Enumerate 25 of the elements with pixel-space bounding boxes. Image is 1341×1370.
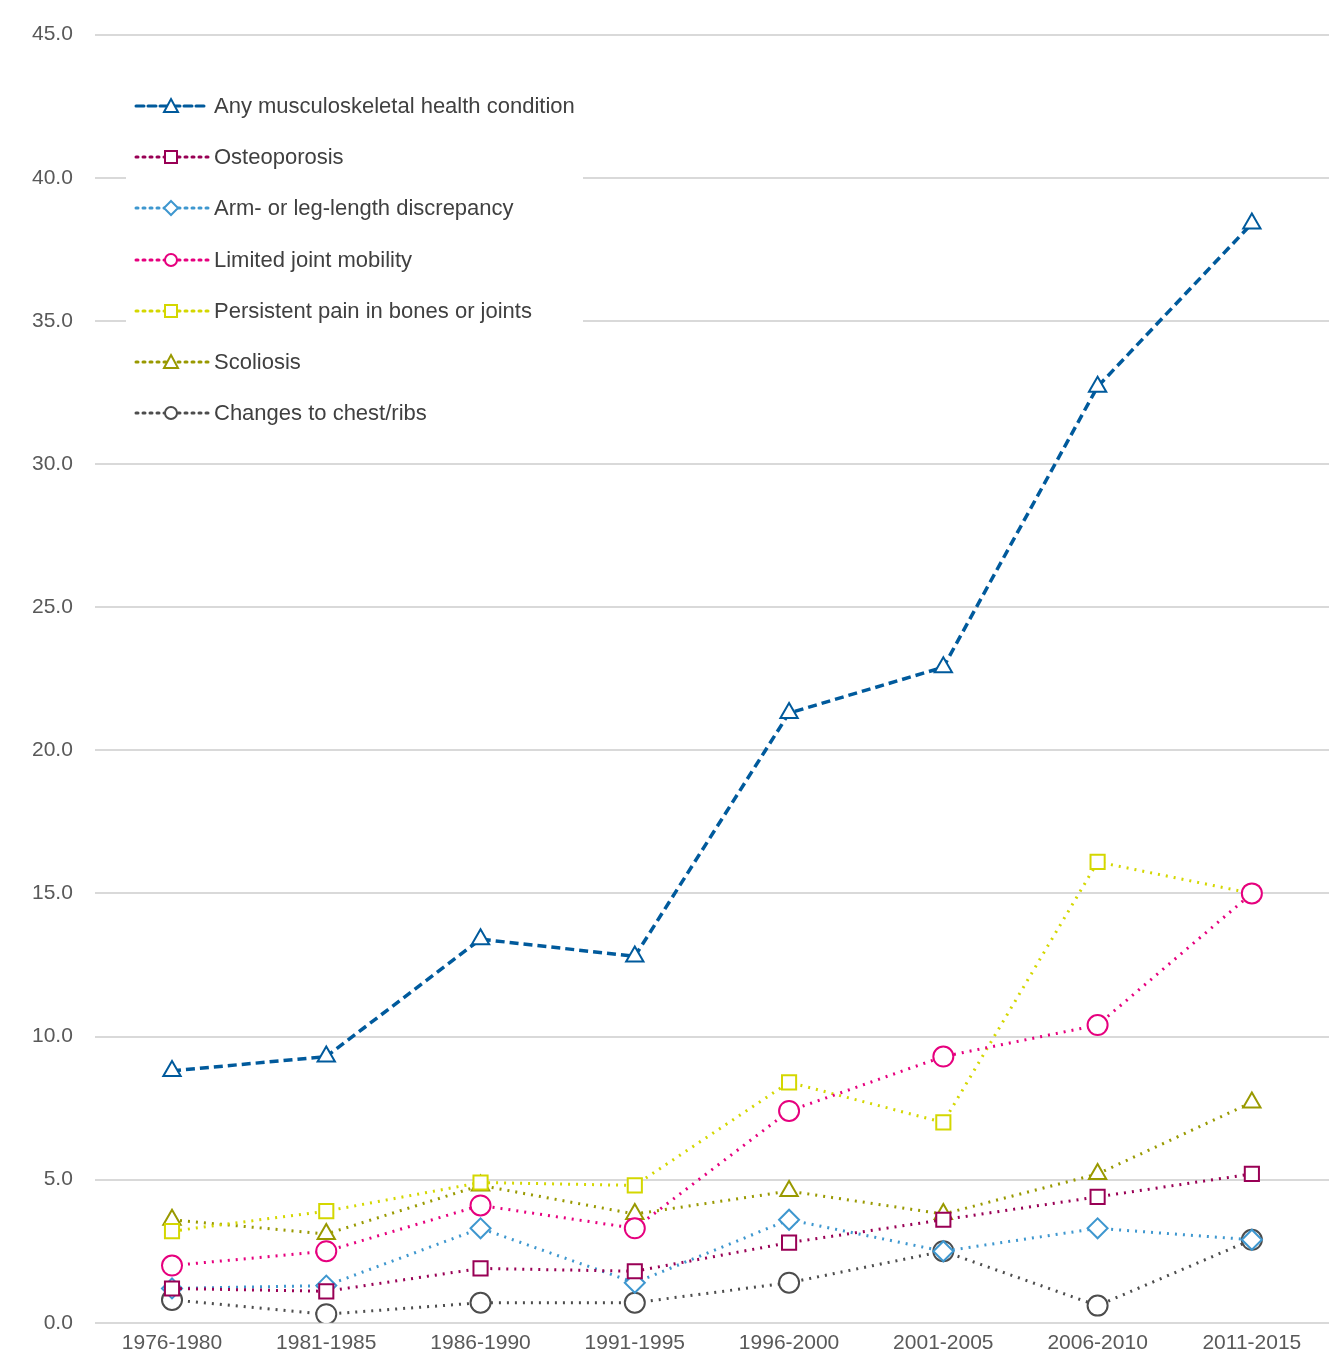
y-tick-label: 0.0 bbox=[43, 1309, 73, 1333]
y-tick-label: 45.0 bbox=[32, 21, 73, 45]
x-tick-label: 1981-1985 bbox=[276, 1330, 377, 1354]
y-tick-label: 30.0 bbox=[32, 450, 73, 474]
y-tick-label: 40.0 bbox=[32, 164, 73, 188]
legend-label: Arm- or leg-length discrepancy bbox=[214, 195, 514, 222]
legend-label: Scoliosis bbox=[214, 349, 301, 376]
legend-label: Changes to chest/ribs bbox=[214, 400, 427, 427]
y-tick-label: 15.0 bbox=[32, 880, 73, 904]
x-tick-label: 1996-2000 bbox=[738, 1330, 840, 1354]
x-tick-label: 1991-1995 bbox=[584, 1330, 686, 1354]
x-tick-label: 1986-1990 bbox=[430, 1330, 531, 1354]
legend-label: Any musculoskeletal health condition bbox=[214, 92, 575, 119]
y-tick-label: 20.0 bbox=[32, 737, 73, 761]
legend-label: Osteoporosis bbox=[214, 143, 344, 170]
legend-label: Limited joint mobility bbox=[214, 246, 413, 273]
x-tick-label: 1976-1980 bbox=[121, 1330, 223, 1354]
y-tick-label: 5.0 bbox=[43, 1166, 73, 1190]
y-tick-label: 35.0 bbox=[32, 307, 73, 331]
x-tick-label: 2011-2015 bbox=[1202, 1330, 1302, 1354]
legend-label: Persistent pain in bones or joints bbox=[214, 297, 532, 324]
y-tick-label: 25.0 bbox=[32, 593, 73, 617]
x-tick-label: 2006-2010 bbox=[1047, 1330, 1148, 1354]
y-tick-label: 10.0 bbox=[32, 1023, 73, 1047]
x-tick-label: 2001-2005 bbox=[893, 1330, 994, 1354]
